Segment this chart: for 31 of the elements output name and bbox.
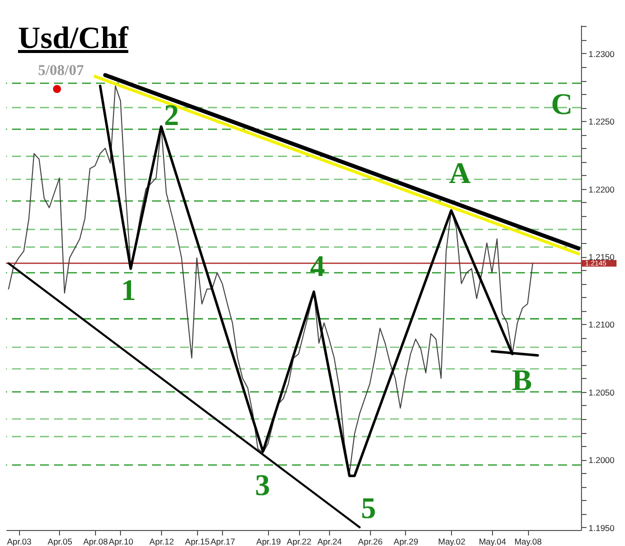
- y-tick-label: 1.2250: [588, 116, 615, 127]
- x-tick-label: May.08: [514, 536, 542, 546]
- x-tick-label: Apr.03: [6, 536, 32, 546]
- x-tick-label: Apr.26: [358, 536, 383, 546]
- x-tick-label: Apr.22: [286, 536, 312, 546]
- annotation: 2: [164, 99, 179, 132]
- x-tick-label: Apr.17: [210, 536, 236, 546]
- y-tick-label: 1.2000: [588, 455, 615, 466]
- line-series: [8, 85, 534, 474]
- x-tick-label: Apr.10: [108, 536, 134, 546]
- annotation: 5/08/07: [38, 63, 84, 80]
- annotation: C: [551, 88, 573, 121]
- y-tick-label: 1.1950: [588, 522, 615, 533]
- annotation: 3: [255, 469, 270, 502]
- x-tick-label: Apr.29: [394, 536, 419, 546]
- y-tick-label: 1.2200: [588, 184, 615, 194]
- chart-title: Usd/Chf: [18, 20, 128, 56]
- x-tick-label: Apr.15: [185, 536, 210, 546]
- y-tick-label: 1.2300: [588, 48, 615, 59]
- y-tick-label: 1.2050: [588, 387, 615, 398]
- x-tick-label: Apr.19: [256, 536, 282, 546]
- x-tick-label: May.04: [478, 536, 506, 546]
- x-tick-label: May.02: [438, 536, 466, 546]
- y-tick-label: 1.2100: [588, 320, 615, 330]
- x-tick-label: Apr.08: [83, 536, 108, 546]
- annotation: B: [512, 364, 532, 397]
- x-tick-label: Apr.24: [317, 536, 342, 546]
- annotation: 1: [121, 274, 136, 307]
- annotation: 5: [361, 492, 376, 525]
- x-tick-label: Apr.05: [48, 536, 72, 546]
- x-tick-label: Apr.12: [149, 536, 174, 546]
